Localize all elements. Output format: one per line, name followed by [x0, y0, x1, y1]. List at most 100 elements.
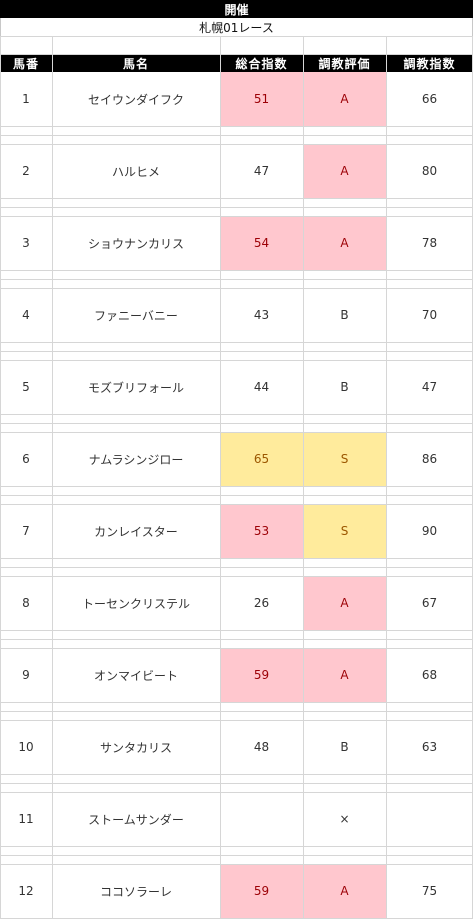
training-index-cell: 68: [421, 668, 438, 682]
horse-number-cell: 6: [22, 452, 30, 466]
total-index-cell: [220, 792, 303, 846]
horse-name-cell: ファニーバニー: [94, 308, 178, 323]
horse-number-cell: 7: [22, 524, 30, 538]
horse-number-cell: 8: [22, 596, 30, 610]
column-header-number: 馬番: [12, 57, 39, 71]
training-index-cell: 75: [421, 884, 438, 898]
horse-name-cell: サンタカリス: [99, 740, 172, 755]
training-eval-cell: A: [303, 72, 386, 126]
training-eval-cell: A: [303, 576, 386, 630]
grid-line-horizontal: [0, 360, 473, 361]
horse-number-cell: 1: [22, 92, 30, 106]
grid-line-horizontal: [0, 630, 473, 631]
training-index-cell: [386, 792, 473, 846]
horse-number-cell: 10: [18, 740, 34, 754]
horse-number-cell: 9: [22, 668, 30, 682]
grid-line-vertical: [386, 36, 387, 919]
training-eval-cell: B: [340, 380, 349, 394]
total-index-cell: 53: [220, 504, 303, 558]
training-index-cell: 70: [421, 308, 438, 322]
training-eval-cell: A: [303, 864, 386, 918]
grid-line-vertical: [52, 36, 53, 919]
grid-line-horizontal: [0, 432, 473, 433]
training-index-cell: 86: [421, 452, 438, 466]
training-index-cell: 63: [421, 740, 438, 754]
grid-line-horizontal: [0, 846, 473, 847]
training-eval-cell: ×: [339, 812, 350, 826]
grid-line-horizontal: [0, 126, 473, 127]
grid-line-vertical: [0, 36, 1, 919]
grid-line-horizontal: [0, 423, 473, 424]
grid-line-horizontal: [0, 783, 473, 784]
grid-line-horizontal: [0, 702, 473, 703]
training-eval-cell: A: [303, 144, 386, 198]
total-index-cell: 51: [220, 72, 303, 126]
grid-line-horizontal: [0, 342, 473, 343]
grid-line-horizontal: [0, 567, 473, 568]
column-header-row: 馬番 馬名 総合指数 調教評価 調教指数: [0, 55, 473, 72]
column-header-training-eval: 調教評価: [318, 57, 371, 71]
training-eval-cell: S: [303, 432, 386, 486]
horse-number-cell: 12: [18, 884, 34, 898]
training-eval-cell: A: [303, 648, 386, 702]
horse-number-cell: 2: [22, 164, 30, 178]
horse-name-cell: カンレイスター: [94, 524, 178, 539]
grid-line-horizontal: [0, 270, 473, 271]
total-index-cell: 65: [220, 432, 303, 486]
column-header-total-index: 総合指数: [235, 57, 288, 71]
grid-line-horizontal: [0, 648, 473, 649]
grid-line-horizontal: [0, 720, 473, 721]
total-index-cell: 59: [220, 648, 303, 702]
column-header-horse-name: 馬名: [122, 57, 149, 71]
training-index-cell: 80: [421, 164, 438, 178]
training-index-cell: 67: [421, 596, 438, 610]
total-index-cell: 54: [220, 216, 303, 270]
horse-number-cell: 4: [22, 308, 30, 322]
grid-line-horizontal: [0, 216, 473, 217]
horse-name-cell: ストームサンダー: [88, 812, 184, 827]
horse-name-cell: セイウンダイフク: [87, 92, 184, 107]
total-index-cell: 47: [253, 164, 270, 178]
grid-line-horizontal: [0, 864, 473, 865]
training-index-cell: 90: [421, 524, 438, 538]
horse-name-cell: オンマイビート: [93, 668, 178, 683]
horse-name-cell: モズブリフォール: [87, 380, 184, 395]
training-eval-cell: S: [303, 504, 386, 558]
grid-line-horizontal: [0, 198, 473, 199]
spacer-row: [0, 37, 473, 53]
horse-number-cell: 5: [22, 380, 30, 394]
training-index-cell: 47: [421, 380, 438, 394]
training-eval-cell: B: [340, 308, 349, 322]
grid-line-horizontal: [0, 486, 473, 487]
grid-line-horizontal: [0, 639, 473, 640]
horse-name-cell: トーセンクリステル: [81, 596, 190, 611]
total-index-cell: 43: [253, 308, 270, 322]
horse-name-cell: ハルヒメ: [111, 164, 160, 179]
race-subtitle: 札幌01レース: [0, 18, 473, 37]
horse-name-cell: ショウナンカリス: [87, 236, 184, 251]
horse-number-cell: 3: [22, 236, 30, 250]
grid-line-horizontal: [0, 774, 473, 775]
horse-name-cell: ココソラーレ: [99, 884, 172, 899]
training-index-cell: 78: [421, 236, 438, 250]
grid-line-horizontal: [0, 792, 473, 793]
grid-line-horizontal: [0, 36, 473, 37]
total-index-cell: 26: [253, 596, 270, 610]
grid-line-horizontal: [0, 279, 473, 280]
total-index-cell: 59: [220, 864, 303, 918]
grid-line-vertical: [220, 36, 221, 919]
grid-line-horizontal: [0, 504, 473, 505]
grid-line-horizontal: [0, 558, 473, 559]
grid-line-horizontal: [0, 54, 473, 55]
horse-number-cell: 11: [18, 812, 34, 826]
horse-name-cell: ナムラシンジロー: [88, 452, 184, 467]
total-index-cell: 44: [253, 380, 270, 394]
training-index-cell: 66: [421, 92, 438, 106]
grid-line-horizontal: [0, 576, 473, 577]
training-eval-cell: B: [340, 740, 349, 754]
grid-line-horizontal: [0, 207, 473, 208]
grid-line-horizontal: [0, 711, 473, 712]
total-index-cell: 48: [253, 740, 270, 754]
column-header-training-index: 調教指数: [403, 57, 456, 71]
